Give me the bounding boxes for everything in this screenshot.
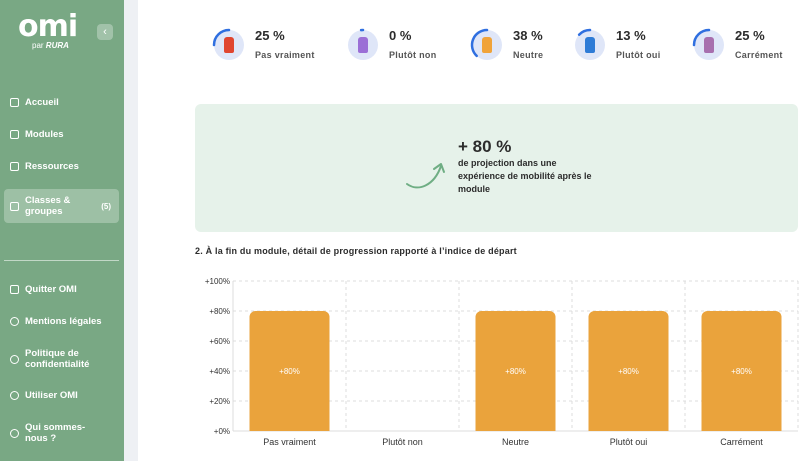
bar-base xyxy=(475,425,556,431)
progression-bar-chart: +0% +20% +40% +60% +80% +100% +80% Pas vraiment… xyxy=(205,277,799,447)
sidebar-item-label: Politique de confidentialité xyxy=(25,348,90,370)
bar xyxy=(249,311,330,431)
progress-ring xyxy=(573,28,607,62)
sidebar-item-utiliser[interactable]: Utiliser OMI xyxy=(4,390,119,401)
bar xyxy=(701,311,782,431)
layers-icon xyxy=(10,130,19,139)
sidebar-item-label: Modules xyxy=(25,129,64,140)
stat-neutre: 38 % Neutre xyxy=(470,28,543,62)
character-purple-icon xyxy=(358,37,368,53)
stat-label: Pas vraiment xyxy=(255,50,315,60)
stat-percentage: 13 % xyxy=(616,28,646,43)
grid-icon xyxy=(10,98,19,107)
stat-pas-vraiment: 25 % Pas vraiment xyxy=(212,28,315,62)
grid-icon xyxy=(10,201,19,211)
section-title: 2. À la fin du module, détail de progres… xyxy=(195,246,517,256)
sidebar-item-label: Qui sommes-nous ? xyxy=(25,422,86,444)
bar-data-label: +80% xyxy=(618,367,639,376)
info-icon xyxy=(10,317,19,326)
stat-label: Plutôt non xyxy=(389,50,437,60)
stat-label: Carrément xyxy=(735,50,783,60)
character-orange-icon xyxy=(482,37,492,53)
y-tick-label: +40% xyxy=(209,367,230,376)
sidebar-item-label: Ressources xyxy=(25,161,79,172)
sidebar-item-label: Quitter OMI xyxy=(25,284,77,295)
help-icon xyxy=(10,391,19,400)
y-tick-label: +20% xyxy=(209,397,230,406)
sidebar-item-classes-groupes[interactable]: Classes & groupes (5) xyxy=(4,189,119,223)
sidebar-item-label: Classes & groupes xyxy=(25,195,71,217)
sidebar-item-label: Utiliser OMI xyxy=(25,390,78,401)
y-tick-label: +80% xyxy=(209,307,230,316)
stat-plutot-non: 0 % Plutôt non xyxy=(346,28,437,62)
progress-ring xyxy=(212,28,246,62)
bar xyxy=(475,311,556,431)
info-icon xyxy=(10,428,19,438)
bar-base xyxy=(588,425,669,431)
bar-data-label: +80% xyxy=(505,367,526,376)
content-gutter xyxy=(124,0,138,461)
book-icon xyxy=(10,162,19,171)
sidebar-item-ressources[interactable]: Ressources xyxy=(4,161,119,172)
highlight-percentage: + 80 % xyxy=(458,137,512,156)
sidebar-item-label: Mentions légales xyxy=(25,316,102,327)
bar-data-label: +80% xyxy=(731,367,752,376)
progress-ring xyxy=(470,28,504,62)
curved-arrow-icon xyxy=(406,163,445,189)
stat-plutot-oui: 13 % Plutôt oui xyxy=(573,28,661,62)
sidebar-divider xyxy=(4,260,119,261)
progress-ring xyxy=(692,28,726,62)
stat-label: Neutre xyxy=(513,50,544,60)
sidebar-item-quitter[interactable]: Quitter OMI xyxy=(4,284,119,295)
x-tick-label: Plutôt non xyxy=(382,437,423,447)
bar xyxy=(588,311,669,431)
sidebar: omi par RURA ‹ Accueil Modules Ressource… xyxy=(0,0,124,461)
exit-icon xyxy=(10,285,19,294)
x-tick-label: Neutre xyxy=(502,437,529,447)
stat-percentage: 25 % xyxy=(735,28,765,43)
x-tick-label: Plutôt oui xyxy=(610,437,648,447)
sidebar-item-accueil[interactable]: Accueil xyxy=(4,97,119,108)
x-tick-label: Pas vraiment xyxy=(263,437,316,447)
y-tick-label: +60% xyxy=(209,337,230,346)
info-icon xyxy=(10,354,19,364)
bar-base xyxy=(249,425,330,431)
bar-base xyxy=(701,425,782,431)
stat-percentage: 38 % xyxy=(513,28,543,43)
bar-data-label: +80% xyxy=(279,367,300,376)
x-tick-label: Carrément xyxy=(720,437,763,447)
projection-highlight-card xyxy=(195,104,798,232)
sidebar-item-qui-sommes-nous[interactable]: Qui sommes-nous ? xyxy=(4,422,119,444)
omi-logo[interactable]: omi par RURA xyxy=(18,9,86,51)
sidebar-item-modules[interactable]: Modules xyxy=(4,129,119,140)
y-tick-label: +100% xyxy=(205,277,230,286)
logo-text: omi xyxy=(18,9,78,44)
highlight-description: de projection dans une expérience de mob… xyxy=(458,158,592,194)
stat-carrement: 25 % Carrément xyxy=(692,28,783,62)
stat-percentage: 0 % xyxy=(389,28,412,43)
sidebar-item-mentions-legales[interactable]: Mentions légales xyxy=(4,316,119,327)
logo-subtitle: par RURA xyxy=(32,41,69,50)
stat-label: Plutôt oui xyxy=(616,50,661,60)
sidebar-item-politique[interactable]: Politique de confidentialité xyxy=(4,348,119,370)
y-tick-label: +0% xyxy=(214,427,230,436)
character-red-icon xyxy=(224,37,234,53)
character-blue-icon xyxy=(585,37,595,53)
character-mauve-icon xyxy=(704,37,714,53)
collapse-sidebar-button[interactable]: ‹ xyxy=(97,24,113,40)
sidebar-item-label: Accueil xyxy=(25,97,59,108)
stat-percentage: 25 % xyxy=(255,28,285,43)
classes-count-badge: (5) xyxy=(101,201,111,211)
progress-ring xyxy=(346,28,380,62)
